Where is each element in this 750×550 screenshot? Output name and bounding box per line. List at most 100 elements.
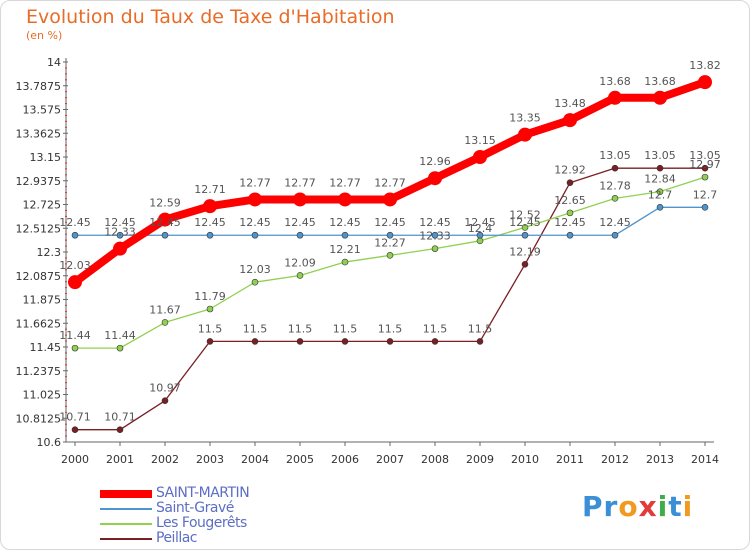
data-label: 12.97 <box>689 158 721 171</box>
legend-swatch <box>100 522 152 525</box>
legend-label: Peillac <box>156 530 198 546</box>
data-point <box>698 75 712 90</box>
data-point <box>341 231 349 239</box>
y-tick-label: 11.6625 <box>16 317 62 330</box>
legend-label: Les Fougerêts <box>156 515 247 531</box>
data-point <box>338 192 352 207</box>
data-label: 10.71 <box>59 411 91 424</box>
logo-letter: r <box>603 490 619 523</box>
data-label: 12.45 <box>239 216 271 229</box>
data-label: 13.82 <box>689 59 721 72</box>
chart-series <box>68 75 712 434</box>
x-tick-label: 2014 <box>691 453 719 466</box>
x-tick-label: 2007 <box>376 453 404 466</box>
data-label: 13.48 <box>554 97 586 110</box>
data-point <box>701 203 709 211</box>
y-tick-label: 12.5125 <box>16 222 62 235</box>
data-label: 12.77 <box>239 176 271 189</box>
data-label: 12.33 <box>419 230 451 243</box>
y-tick-label: 14 <box>47 56 61 69</box>
data-label: 12.45 <box>374 216 406 229</box>
data-label: 11.5 <box>378 322 403 335</box>
chart-data-labels: 12.03 12.33 12.59 12.71 12.77 12.77 12.77 12.77… <box>59 59 721 424</box>
series-1 <box>71 203 709 239</box>
data-point <box>203 199 217 214</box>
chart-subtitle: (en %) <box>26 29 63 42</box>
data-point <box>701 173 709 181</box>
data-point <box>248 192 262 207</box>
y-tick-label: 11.025 <box>23 389 62 402</box>
legend-swatch <box>100 537 152 540</box>
y-tick-label: 12.3 <box>37 246 62 259</box>
data-point <box>71 231 79 239</box>
data-point <box>341 338 349 345</box>
data-point <box>611 195 619 202</box>
data-point <box>656 164 664 172</box>
data-point <box>656 188 664 195</box>
x-tick-label: 2012 <box>601 453 629 466</box>
data-label: 12.19 <box>509 245 541 258</box>
data-point <box>476 338 484 345</box>
data-point <box>431 231 439 239</box>
data-point <box>656 203 664 211</box>
data-label: 12.45 <box>149 216 181 229</box>
data-point <box>386 252 394 259</box>
x-tick-label: 2000 <box>61 453 89 466</box>
data-label: 12.78 <box>599 179 631 192</box>
logo-letter: o <box>618 490 639 523</box>
data-label: 12.71 <box>194 183 226 196</box>
data-label: 12.33 <box>104 226 136 239</box>
data-point <box>563 113 577 128</box>
data-point <box>431 338 439 345</box>
data-point <box>113 241 127 256</box>
x-tick-label: 2010 <box>511 453 539 466</box>
data-point <box>521 224 529 231</box>
series-2 <box>71 173 709 352</box>
legend-item: SAINT-MARTIN <box>100 485 250 501</box>
x-tick-label: 2001 <box>106 453 134 466</box>
data-label: 12.45 <box>59 216 91 229</box>
data-point <box>476 237 484 245</box>
data-label: 11.5 <box>288 322 313 335</box>
legend-label: SAINT-MARTIN <box>156 485 250 501</box>
data-point <box>68 275 82 290</box>
data-point <box>608 90 622 105</box>
data-label: 12.45 <box>509 216 541 229</box>
data-point <box>611 164 619 172</box>
data-label: 12.65 <box>554 194 586 207</box>
data-label: 12.27 <box>374 236 406 249</box>
y-tick-label: 10.8125 <box>16 412 62 425</box>
data-point <box>431 245 439 252</box>
data-label: 12.45 <box>104 216 136 229</box>
data-point <box>296 272 304 279</box>
chart-title: Evolution du Taux de Taxe d'Habitation <box>26 6 395 28</box>
data-label: 12.45 <box>599 216 631 229</box>
data-label: 12.03 <box>239 263 271 276</box>
data-label: 12.7 <box>693 188 718 201</box>
chart-legend: SAINT-MARTIN Saint-Gravé Les Fougerêts Peil… <box>100 485 250 546</box>
data-label: 12.21 <box>329 243 361 256</box>
data-point <box>251 278 259 286</box>
data-point <box>116 231 124 239</box>
y-tick-label: 13.3625 <box>16 127 62 140</box>
legend-item: Les Fougerêts <box>100 516 249 531</box>
data-point <box>521 231 529 239</box>
x-tick-label: 2003 <box>196 453 224 466</box>
logo-letter: t <box>668 490 683 523</box>
data-point <box>386 231 394 239</box>
y-tick-label: 13.575 <box>23 104 62 117</box>
data-label: 12.45 <box>329 216 361 229</box>
data-point <box>386 338 394 345</box>
data-label: 12.45 <box>284 216 316 229</box>
data-label: 12.09 <box>284 256 316 269</box>
data-label: 11.44 <box>59 329 91 342</box>
legend-item: Saint-Gravé <box>100 501 249 516</box>
data-point <box>566 179 574 187</box>
data-point <box>251 338 259 345</box>
x-tick-label: 2004 <box>241 453 269 466</box>
data-label: 13.35 <box>509 112 541 125</box>
data-label: 12.59 <box>149 197 181 210</box>
data-label: 12.84 <box>644 173 676 186</box>
legend-swatch <box>100 507 152 510</box>
